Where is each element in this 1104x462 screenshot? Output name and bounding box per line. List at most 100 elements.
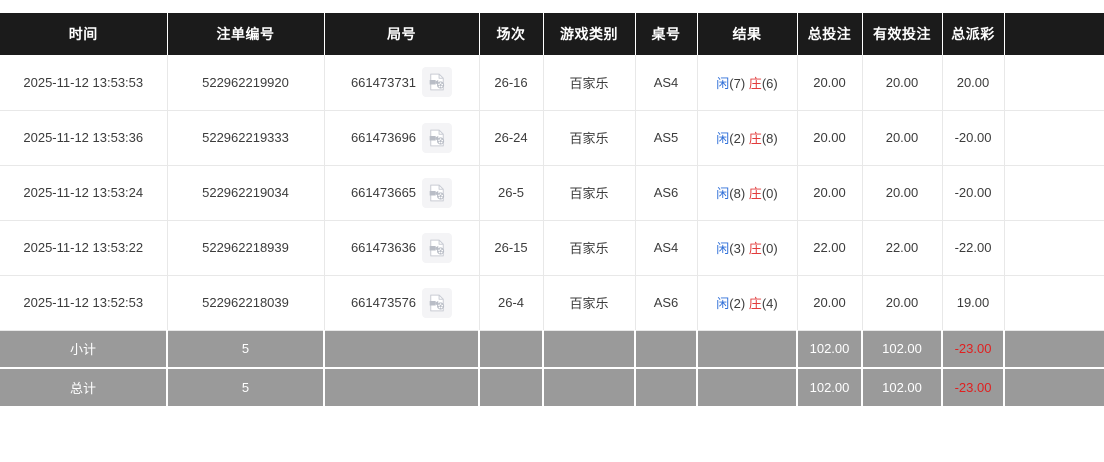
round-no-text: 661473665: [350, 185, 417, 200]
table-row: 2025-11-12 13:53:22 522962218939 661473636…: [0, 220, 1104, 276]
summary-spacer: [1004, 330, 1104, 369]
bet-history-table: 时间 注单编号 局号 场次 游戏类别 桌号 结果 总投注 有效投注 总派彩 20…: [0, 13, 1104, 406]
cell-bet-no: 522962219034: [167, 165, 325, 221]
cell-table-no: AS6: [635, 165, 698, 221]
cell-game-type: 百家乐: [543, 165, 636, 221]
cell-result: 闲(2) 庄(4): [697, 275, 798, 331]
summary-result: [697, 368, 798, 406]
video-replay-icon[interactable]: [422, 67, 453, 98]
round-no-text: 661473576: [350, 295, 417, 310]
cell-table-no: AS4: [635, 220, 698, 276]
round-no-text: 661473731: [350, 74, 417, 90]
cell-bet-no: 522962218939: [167, 220, 325, 276]
summary-count: 5: [167, 368, 325, 406]
cell-game-type: 百家乐: [543, 110, 636, 166]
cell-time: 2025-11-12 13:53:36: [0, 110, 168, 166]
result-player-label: 闲: [716, 296, 730, 311]
cell-result: 闲(3) 庄(0): [697, 220, 798, 276]
summary-stake: 102.00: [797, 368, 863, 406]
result-banker-score: (0): [761, 241, 778, 256]
summary-row: 总计 5 102.00 102.00 -23.00: [0, 368, 1104, 406]
cell-session: 26-16: [479, 55, 544, 111]
result-player-label: 闲: [716, 241, 730, 256]
cell-stake[interactable]: 20.00: [797, 55, 863, 111]
cell-round-no: 661473636: [324, 220, 480, 276]
cell-spacer: [1004, 275, 1104, 331]
header-row: 时间 注单编号 局号 场次 游戏类别 桌号 结果 总投注 有效投注 总派彩: [0, 13, 1104, 55]
cell-round-no: 661473696: [324, 110, 480, 166]
summary-payout: -23.00: [942, 368, 1005, 406]
cell-session: 26-5: [479, 165, 544, 221]
column-header-round-no[interactable]: 局号: [324, 13, 480, 55]
summary-round-no: [324, 330, 480, 369]
video-replay-icon[interactable]: [422, 232, 453, 263]
result-banker-score: (8): [761, 131, 778, 146]
cell-session: 26-24: [479, 110, 544, 166]
summary-stake: 102.00: [797, 330, 863, 369]
cell-stake[interactable]: 20.00: [797, 165, 863, 221]
result-player-score: (7): [729, 75, 749, 91]
cell-result: 闲(7) 庄(6): [697, 55, 798, 111]
column-header-game-type[interactable]: 游戏类别: [543, 13, 636, 55]
result-player-score: (2): [729, 131, 749, 146]
summary-valid-bet: 102.00: [862, 368, 943, 406]
result-banker-label: 庄: [748, 131, 762, 146]
column-header-bet-no[interactable]: 注单编号: [167, 13, 325, 55]
cell-table-no: AS5: [635, 110, 698, 166]
summary-row: 小计 5 102.00 102.00 -23.00: [0, 330, 1104, 369]
cell-time: 2025-11-12 13:52:53: [0, 275, 168, 331]
result-banker-label: 庄: [748, 241, 762, 256]
column-header-spacer: [1004, 13, 1104, 55]
result-player-label: 闲: [716, 131, 730, 146]
cell-session: 26-15: [479, 220, 544, 276]
cell-time: 2025-11-12 13:53:53: [0, 55, 168, 111]
video-replay-icon[interactable]: [422, 122, 453, 153]
result-banker-label: 庄: [748, 186, 762, 201]
column-header-result[interactable]: 结果: [697, 13, 798, 55]
column-header-time[interactable]: 时间: [0, 13, 168, 55]
table-row: 2025-11-12 13:53:53 522962219920 661473731…: [0, 55, 1104, 111]
result-player-score: (8): [729, 186, 749, 201]
cell-stake[interactable]: 20.00: [797, 110, 863, 166]
summary-count: 5: [167, 330, 325, 369]
result-banker-score: (6): [761, 75, 778, 91]
round-no-wrapper: 661473665: [329, 177, 475, 208]
round-no-wrapper: 661473576: [329, 287, 475, 318]
column-header-session[interactable]: 场次: [479, 13, 544, 55]
summary-table-no: [635, 368, 698, 406]
cell-time: 2025-11-12 13:53:22: [0, 220, 168, 276]
cell-valid-bet: 22.00: [862, 220, 943, 276]
cell-payout: 20.00: [942, 55, 1005, 111]
video-replay-icon[interactable]: [422, 177, 453, 208]
cell-table-no: AS6: [635, 275, 698, 331]
round-no-text: 661473636: [350, 240, 417, 255]
cell-stake[interactable]: 22.00: [797, 220, 863, 276]
summary-valid-bet: 102.00: [862, 330, 943, 369]
summary-game-type: [543, 330, 636, 369]
video-replay-icon[interactable]: [422, 287, 453, 318]
summary-game-type: [543, 368, 636, 406]
table-body: 2025-11-12 13:53:53 522962219920 661473731…: [0, 55, 1104, 331]
cell-session: 26-4: [479, 275, 544, 331]
cell-payout: -20.00: [942, 110, 1005, 166]
result-player-label: 闲: [716, 186, 730, 201]
result-player-score: (3): [729, 241, 749, 256]
round-no-wrapper: 661473731: [329, 67, 475, 98]
cell-bet-no: 522962218039: [167, 275, 325, 331]
summary-round-no: [324, 368, 480, 406]
table-row: 2025-11-12 13:53:24 522962219034 661473665…: [0, 165, 1104, 221]
summary-table-no: [635, 330, 698, 369]
round-no-wrapper: 661473696: [329, 122, 475, 153]
summary-spacer: [1004, 368, 1104, 406]
column-header-stake[interactable]: 总投注: [797, 13, 863, 55]
cell-valid-bet: 20.00: [862, 110, 943, 166]
result-banker-score: (0): [761, 186, 778, 201]
table-header: 时间 注单编号 局号 场次 游戏类别 桌号 结果 总投注 有效投注 总派彩: [0, 13, 1104, 55]
column-header-valid-bet[interactable]: 有效投注: [862, 13, 943, 55]
column-header-table-no[interactable]: 桌号: [635, 13, 698, 55]
summary-result: [697, 330, 798, 369]
cell-game-type: 百家乐: [543, 55, 636, 111]
column-header-payout[interactable]: 总派彩: [942, 13, 1005, 55]
cell-bet-no: 522962219333: [167, 110, 325, 166]
cell-stake[interactable]: 20.00: [797, 275, 863, 331]
